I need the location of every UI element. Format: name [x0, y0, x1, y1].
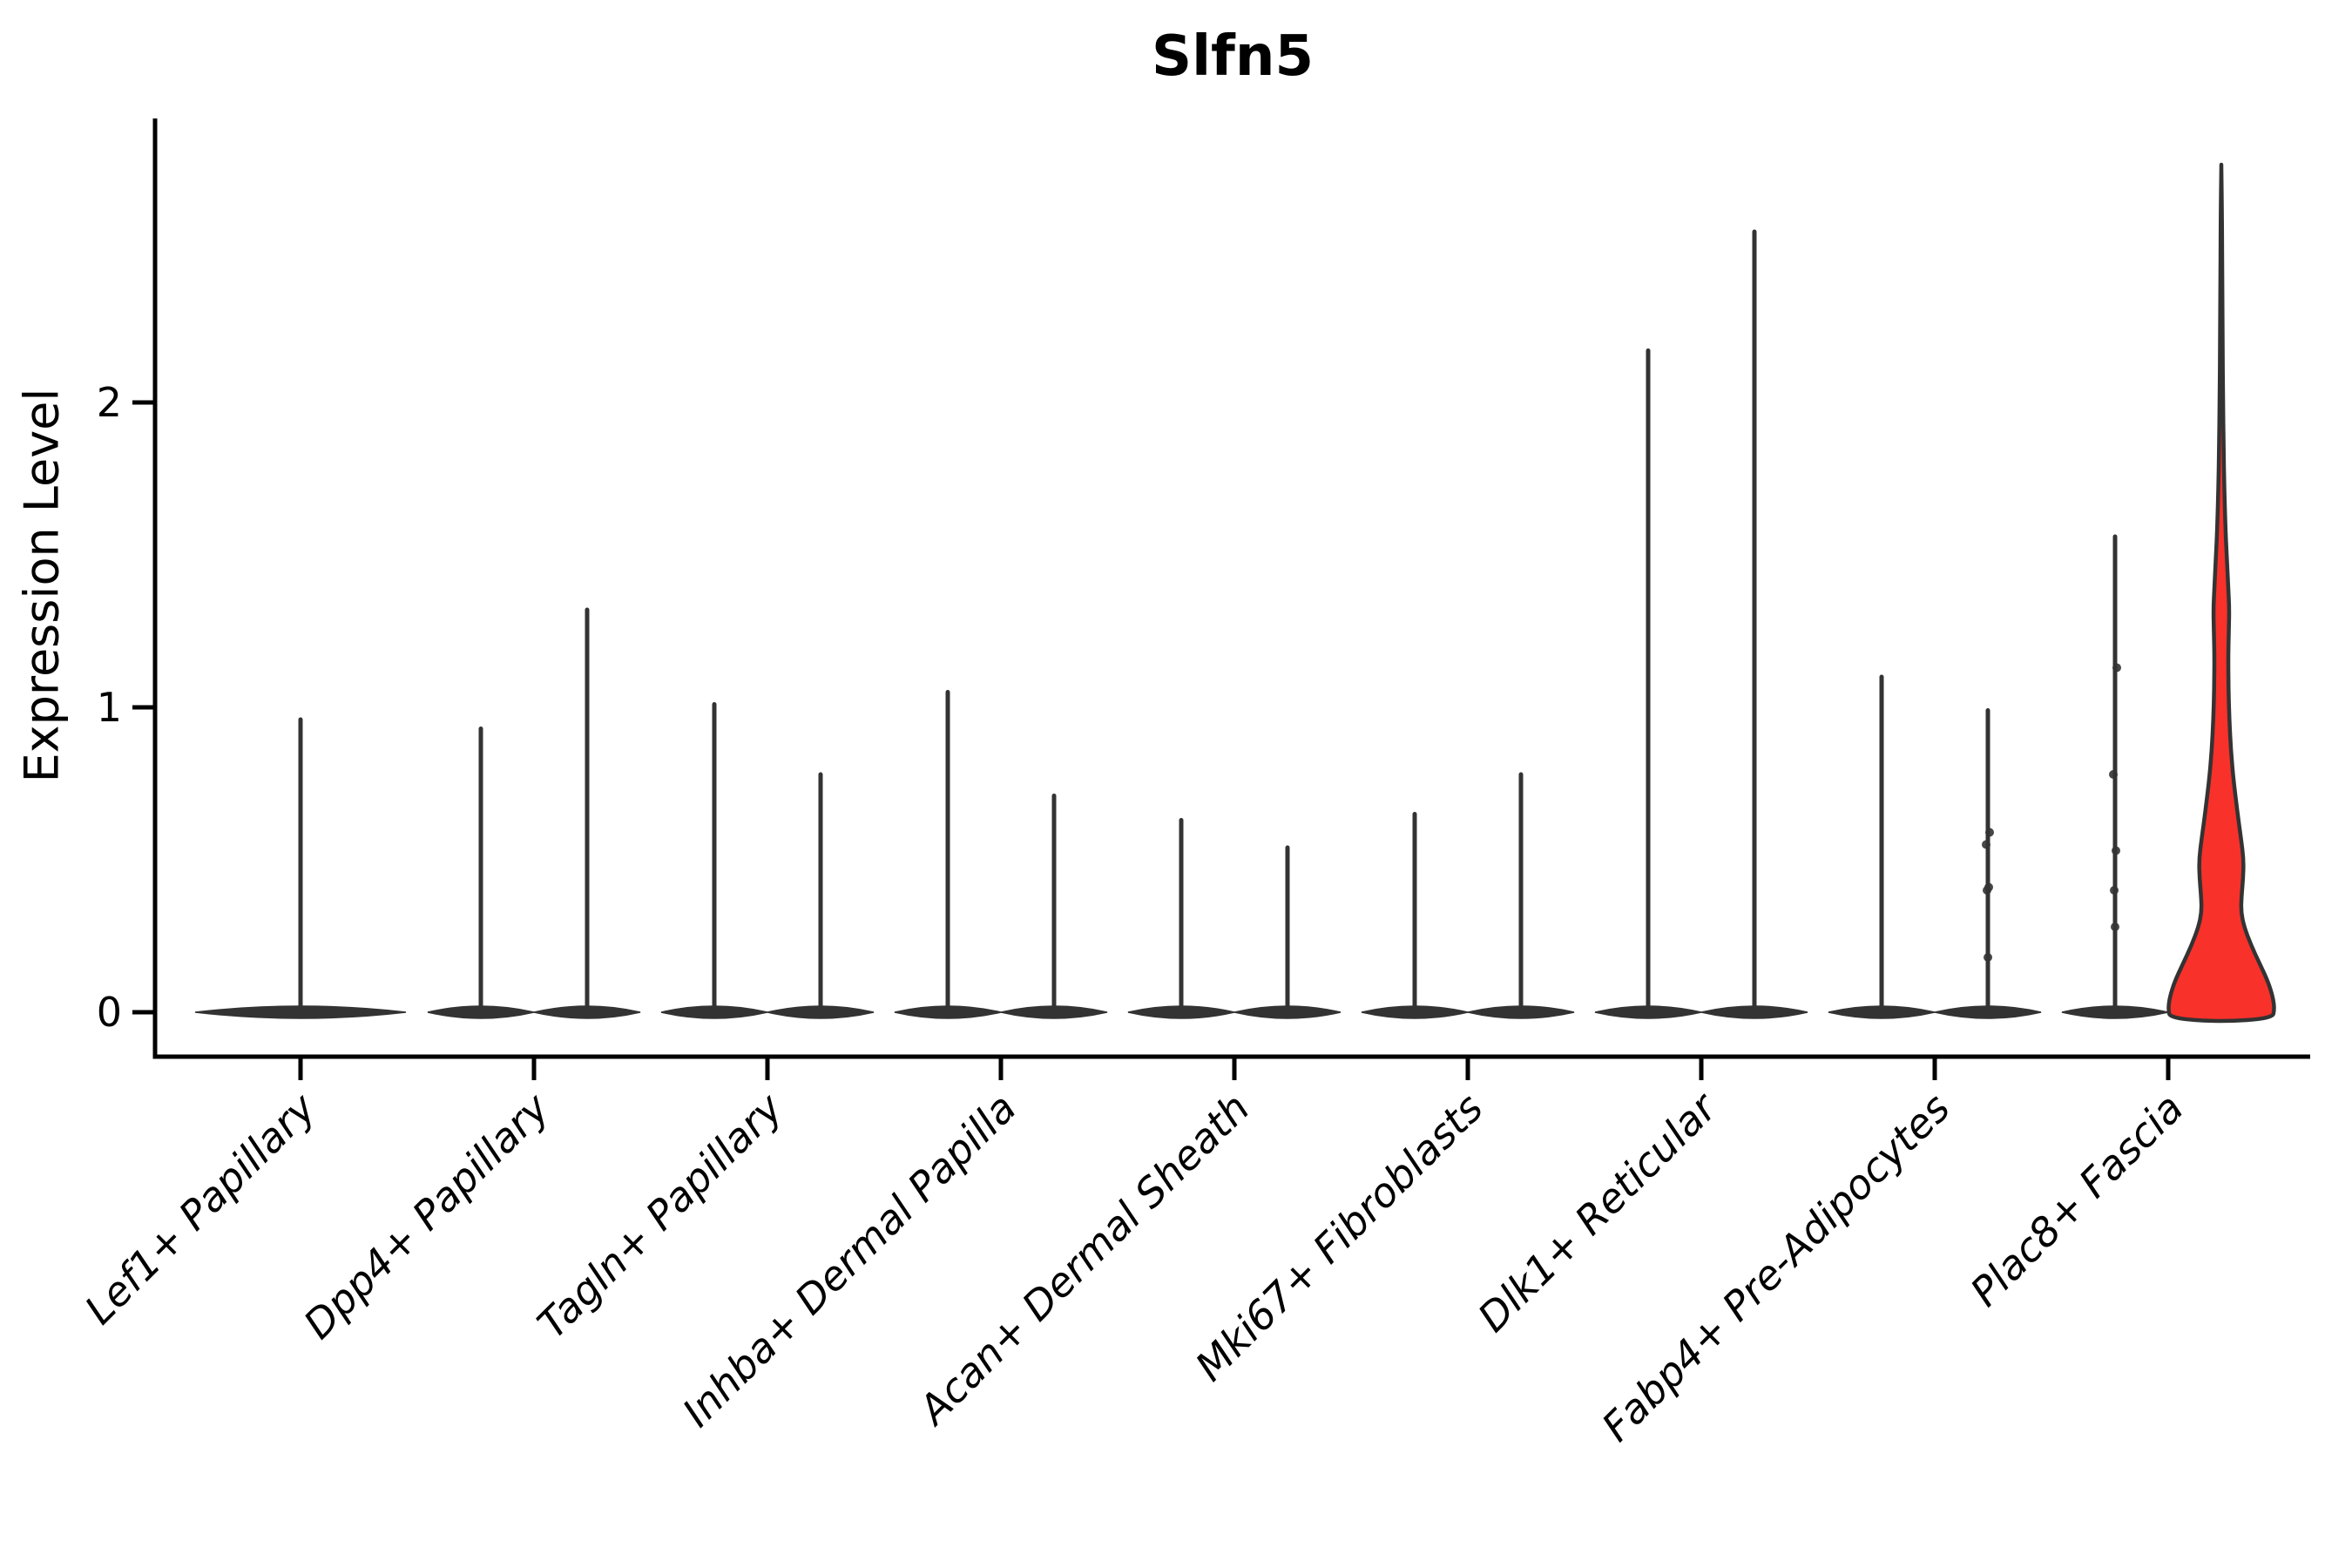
chart-title: Slfn5	[1152, 24, 1314, 89]
x-tick-label: Dpp4+ Papillary	[294, 1084, 558, 1348]
y-tick-label: 2	[97, 379, 122, 426]
jitter-point	[2112, 846, 2120, 855]
jitter-point	[1984, 953, 1992, 962]
y-tick-label: 0	[97, 989, 122, 1036]
y-axis-title: Expression Level	[14, 388, 70, 783]
x-tick-label: Tagln+ Papillary	[528, 1084, 792, 1348]
jitter-point	[1983, 886, 1991, 895]
jitter-point	[2110, 886, 2119, 895]
x-tick-label: Lef1+ Papillary	[76, 1084, 325, 1333]
y-tick-label: 1	[97, 684, 122, 731]
jitter-point	[2112, 663, 2121, 672]
x-tick-label: Dlk1+ Reticular	[1469, 1082, 1727, 1341]
jitter-point	[2111, 923, 2119, 931]
x-tick-label: Plac8+ Fascia	[1961, 1085, 2192, 1315]
jitter-point	[2109, 770, 2118, 779]
highlight-violin	[2166, 162, 2276, 1024]
jitter-point	[1982, 840, 1990, 849]
jitter-point	[1985, 828, 1994, 837]
